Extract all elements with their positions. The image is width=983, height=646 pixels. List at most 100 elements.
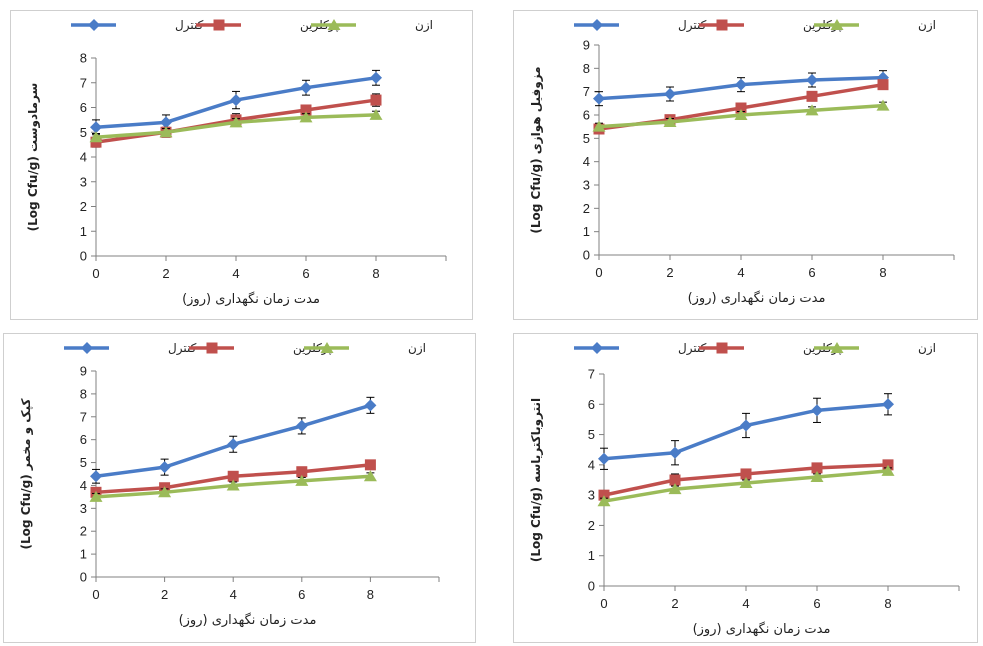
y-tick-label: 3 xyxy=(588,488,595,503)
data-point xyxy=(664,88,676,100)
series-ozone xyxy=(89,470,377,502)
chart-panel-mold-yeast: 0 1 2 3 4 5 6 7 8 9 0 2 4 6 8 مدت زمان نگهداری (روز) کپک… xyxy=(3,333,476,643)
data-point xyxy=(669,446,681,459)
data-point xyxy=(299,111,313,123)
y-tick-label: 2 xyxy=(583,201,590,216)
x-axis-label: مدت زمان نگهداری (روز) xyxy=(179,612,317,628)
y-tick-label: 6 xyxy=(583,108,590,123)
data-point xyxy=(663,116,677,127)
y-axis-label: مزوفیل هوازی (Log Cfu/g) xyxy=(529,66,544,233)
legend-label: کنترل xyxy=(168,341,197,356)
y-tick-label: 4 xyxy=(80,478,87,493)
x-tick-label: 0 xyxy=(600,596,607,611)
data-point xyxy=(364,459,376,471)
data-point xyxy=(592,120,606,132)
series-control xyxy=(593,70,889,107)
y-tick-label: 2 xyxy=(588,518,595,533)
y-tick-label: 5 xyxy=(583,131,590,146)
data-point xyxy=(597,495,611,507)
data-point xyxy=(89,490,103,502)
data-point xyxy=(90,121,102,134)
data-point xyxy=(370,94,382,106)
series-perchlorine xyxy=(598,459,894,501)
data-point xyxy=(806,90,818,102)
legend-marker xyxy=(830,19,844,30)
y-tick-label: 0 xyxy=(80,570,87,585)
data-point xyxy=(364,399,377,412)
data-point xyxy=(810,470,824,482)
legend-item-control: کنترل xyxy=(574,341,707,356)
legend-item-ozone: ازن xyxy=(814,341,936,356)
legend-marker xyxy=(213,19,225,31)
legend-marker xyxy=(327,19,341,30)
data-point xyxy=(369,108,383,120)
legend-item-control: کنترل xyxy=(574,18,707,33)
x-tick-label: 0 xyxy=(92,266,99,281)
x-tick-label: 4 xyxy=(742,596,749,611)
data-point xyxy=(158,461,171,474)
data-point xyxy=(734,109,748,120)
chart-panel-enterobacteriaceae: 0 1 2 3 4 5 6 7 0 2 4 6 8 مدت زمان نگهداری (روز) انترو… xyxy=(513,333,978,643)
y-tick-label: 7 xyxy=(80,409,87,424)
y-tick-label: 2 xyxy=(80,524,87,539)
legend-marker xyxy=(591,19,603,31)
data-point xyxy=(363,470,377,482)
legend-label: ازن xyxy=(408,341,426,356)
series-control xyxy=(90,396,377,484)
x-tick-label: 6 xyxy=(813,596,820,611)
x-axis-label: مدت زمان نگهداری (روز) xyxy=(688,290,826,306)
x-tick-label: 6 xyxy=(298,587,305,602)
y-tick-label: 0 xyxy=(583,248,590,263)
x-tick-label: 2 xyxy=(666,265,673,280)
x-tick-label: 0 xyxy=(92,587,99,602)
x-tick-label: 8 xyxy=(372,266,379,281)
series-ozone xyxy=(89,108,383,143)
data-point xyxy=(740,419,752,432)
y-tick-label: 1 xyxy=(583,224,590,239)
data-point xyxy=(876,99,890,111)
y-axis-label: سرمادوست (Log Cfu/g) xyxy=(26,83,41,232)
series-ozone xyxy=(597,464,895,507)
legend-marker xyxy=(716,19,728,31)
legend-marker xyxy=(81,342,93,354)
y-tick-label: 9 xyxy=(80,364,87,379)
legend-marker xyxy=(830,342,844,353)
x-tick-label: 4 xyxy=(230,587,237,602)
y-tick-label: 6 xyxy=(80,432,87,447)
chart-svg-mold-yeast: 0 1 2 3 4 5 6 7 8 9 0 2 4 6 8 مدت زمان نگهداری (روز) کپک… xyxy=(19,341,440,628)
y-tick-label: 1 xyxy=(588,548,595,563)
legend-item-control: کنترل xyxy=(64,341,197,356)
data-point xyxy=(735,102,747,114)
y-tick-label: 0 xyxy=(80,249,87,264)
legend-label: ازن xyxy=(918,341,936,356)
data-point xyxy=(882,398,894,411)
legend-label: کنترل xyxy=(175,18,204,33)
chart-svg-psychrotrophs: 0 1 2 3 4 5 6 7 8 0 2 4 6 8 مدت زمان نگهداری (روز) سرما… xyxy=(26,18,447,307)
data-point xyxy=(668,483,682,495)
data-point xyxy=(739,477,753,489)
data-point xyxy=(593,92,605,105)
y-axis-label: انتروباکتریاسه (Log Cfu/g) xyxy=(529,398,544,562)
data-point xyxy=(806,74,818,86)
data-point xyxy=(811,462,823,474)
y-tick-label: 4 xyxy=(588,457,595,472)
y-tick-label: 8 xyxy=(80,51,87,66)
legend-marker xyxy=(591,342,603,354)
legend-item-ozone: ازن xyxy=(814,18,936,33)
series-control xyxy=(598,393,894,470)
data-point xyxy=(811,404,823,417)
legend-label: ازن xyxy=(415,18,433,33)
legend-label: کنترل xyxy=(678,18,707,33)
y-axis-label: کپک و مخمر (Log Cfu/g) xyxy=(19,399,34,550)
data-point xyxy=(227,438,240,451)
data-point xyxy=(882,459,894,471)
chart-panel-psychrotrophs: 0 1 2 3 4 5 6 7 8 0 2 4 6 8 مدت زمان نگهداری (روز) سرما… xyxy=(10,10,473,320)
y-tick-label: 7 xyxy=(583,84,590,99)
x-tick-label: 4 xyxy=(232,266,239,281)
x-tick-label: 8 xyxy=(367,587,374,602)
x-axis-label: مدت زمان نگهداری (روز) xyxy=(182,291,320,307)
data-point xyxy=(160,116,172,129)
data-point xyxy=(227,470,239,482)
chart-svg-mesophiles: 0 1 2 3 4 5 6 7 8 9 0 2 4 6 8 مدت زمان نگهداری (روز) مزو… xyxy=(529,18,955,306)
x-tick-label: 6 xyxy=(302,266,309,281)
